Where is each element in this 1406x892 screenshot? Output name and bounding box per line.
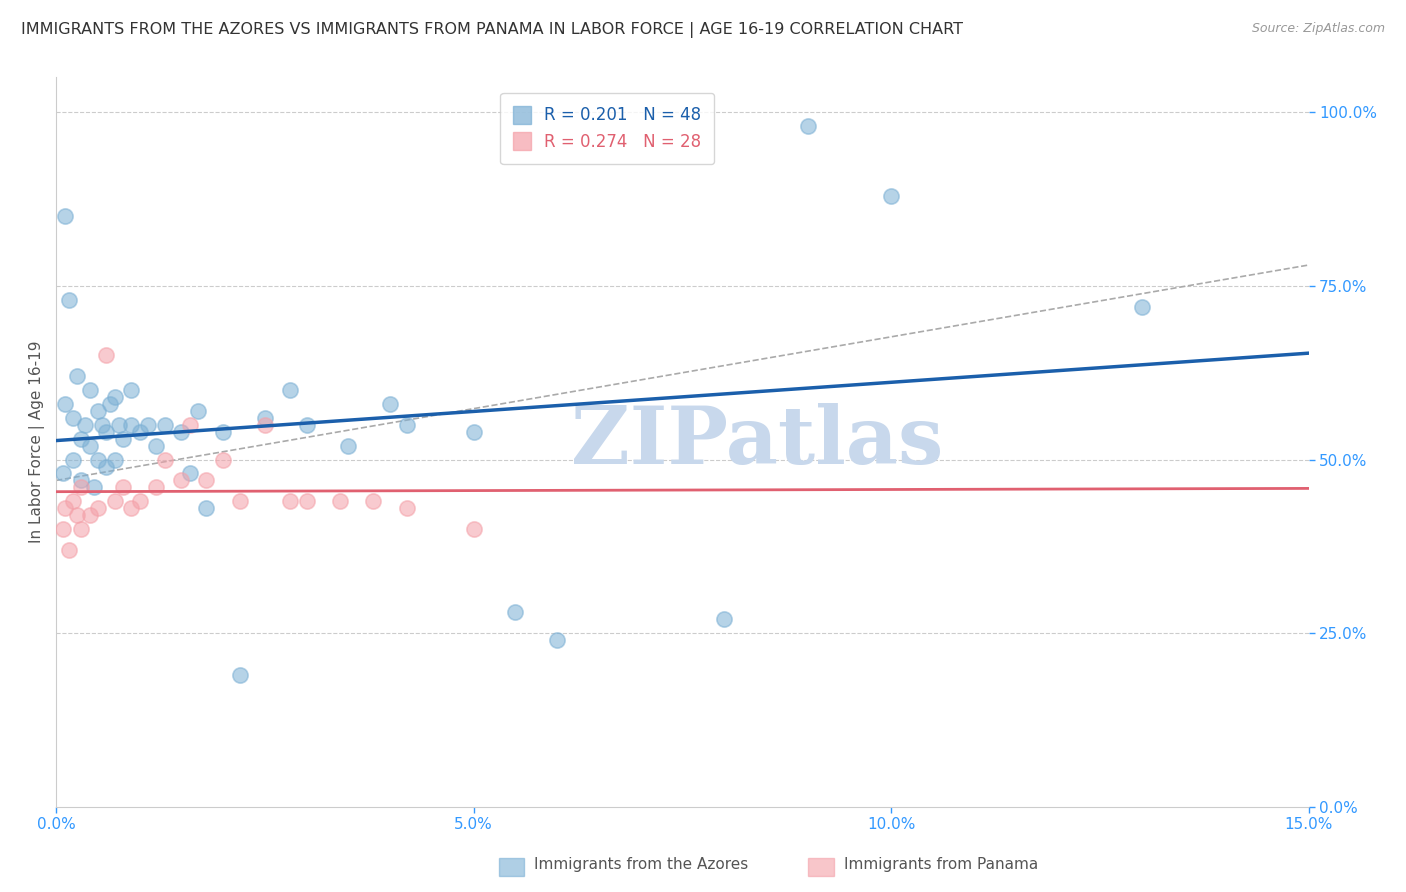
Point	[195, 474, 218, 488]
Point	[79, 508, 101, 523]
Point	[96, 459, 118, 474]
Text: Immigrants from Panama: Immigrants from Panama	[844, 857, 1038, 872]
Point	[111, 432, 134, 446]
Point	[463, 425, 485, 439]
Legend: R = 0.201   N = 48, R = 0.274   N = 28: R = 0.201 N = 48, R = 0.274 N = 28	[501, 93, 714, 164]
Point	[79, 383, 101, 397]
Point	[136, 417, 159, 432]
Point	[120, 383, 142, 397]
Point	[295, 417, 318, 432]
Point	[75, 417, 97, 432]
Point	[62, 494, 84, 508]
Point	[70, 432, 93, 446]
Point	[111, 480, 134, 494]
Point	[87, 501, 110, 516]
Point	[70, 480, 93, 494]
Point	[337, 439, 360, 453]
Point	[104, 390, 127, 404]
Point	[170, 474, 193, 488]
Point	[253, 417, 276, 432]
Y-axis label: In Labor Force | Age 16-19: In Labor Force | Age 16-19	[30, 341, 45, 543]
Point	[53, 501, 76, 516]
Point	[58, 293, 80, 307]
Point	[229, 668, 252, 682]
Point	[53, 397, 76, 411]
Text: Immigrants from the Azores: Immigrants from the Azores	[534, 857, 748, 872]
Point	[145, 439, 167, 453]
Point	[329, 494, 352, 508]
Point	[212, 452, 235, 467]
Point	[179, 467, 201, 481]
Point	[295, 494, 318, 508]
Point	[104, 494, 127, 508]
Point	[145, 480, 167, 494]
Point	[463, 522, 485, 536]
Point	[87, 452, 110, 467]
Point	[66, 508, 89, 523]
Point	[170, 425, 193, 439]
Point	[58, 542, 80, 557]
Point	[128, 494, 150, 508]
Text: ZIPatlas: ZIPatlas	[571, 403, 943, 481]
Text: IMMIGRANTS FROM THE AZORES VS IMMIGRANTS FROM PANAMA IN LABOR FORCE | AGE 16-19 : IMMIGRANTS FROM THE AZORES VS IMMIGRANTS…	[21, 22, 963, 38]
Point	[505, 606, 527, 620]
Point	[713, 612, 735, 626]
Point	[153, 452, 176, 467]
Point	[378, 397, 401, 411]
Point	[96, 425, 118, 439]
Text: Source: ZipAtlas.com: Source: ZipAtlas.com	[1251, 22, 1385, 36]
Point	[187, 404, 209, 418]
Point	[87, 404, 110, 418]
Point	[546, 633, 568, 648]
Point	[104, 452, 127, 467]
Point	[229, 494, 252, 508]
Point	[79, 439, 101, 453]
Point	[395, 417, 418, 432]
Point	[120, 501, 142, 516]
Point	[52, 522, 75, 536]
Point	[91, 417, 114, 432]
Point	[1130, 300, 1153, 314]
Point	[278, 494, 301, 508]
Point	[195, 501, 218, 516]
Point	[107, 417, 129, 432]
Point	[96, 348, 118, 362]
Point	[70, 522, 93, 536]
Point	[153, 417, 176, 432]
Point	[395, 501, 418, 516]
Point	[253, 410, 276, 425]
Point	[212, 425, 235, 439]
Point	[120, 417, 142, 432]
Point	[128, 425, 150, 439]
Point	[62, 452, 84, 467]
Point	[100, 397, 122, 411]
Point	[66, 369, 89, 384]
Point	[70, 474, 93, 488]
Point	[363, 494, 385, 508]
Point	[179, 417, 201, 432]
Point	[796, 119, 818, 133]
Point	[278, 383, 301, 397]
Point	[880, 188, 903, 202]
Point	[62, 410, 84, 425]
Point	[83, 480, 105, 494]
Point	[53, 210, 76, 224]
Point	[52, 467, 75, 481]
